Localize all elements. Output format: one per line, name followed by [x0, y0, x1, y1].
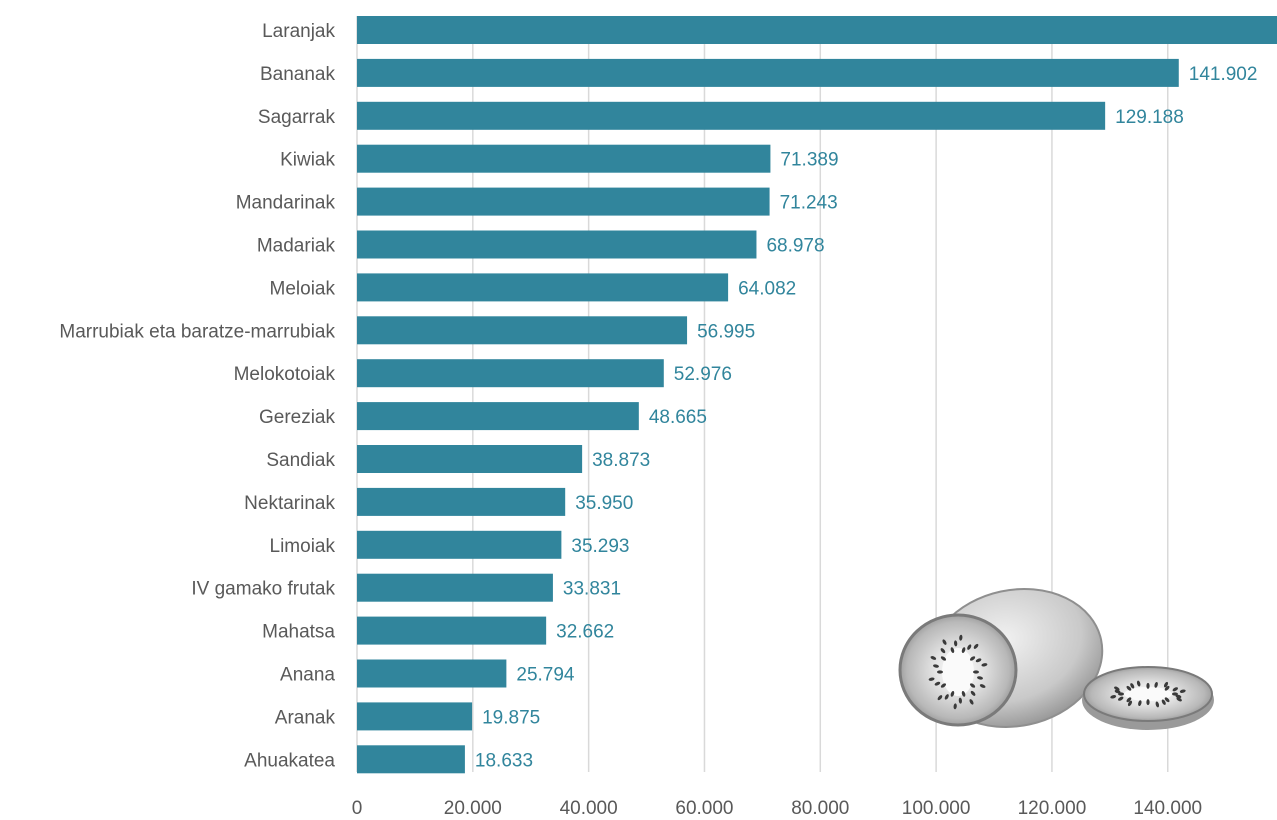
bar [357, 273, 729, 302]
data-label: 129.188 [1115, 107, 1184, 128]
data-label: 32.662 [556, 622, 614, 643]
bar [357, 16, 1277, 44]
bar [357, 187, 770, 216]
x-tick-label: 80.000 [791, 798, 849, 819]
x-axis-tick-labels: 0 20.000 40.000 60.000 80.000 100.000 120.000 1… [352, 798, 1202, 819]
data-label: 48.665 [649, 407, 707, 428]
kiwi-image [898, 588, 1214, 730]
category-label: Melokotoiak [234, 364, 336, 385]
category-label: Laranjak [262, 21, 335, 42]
x-tick-label: 100.000 [902, 798, 971, 819]
bar [357, 101, 1106, 130]
data-label: 35.293 [571, 536, 629, 557]
data-label: 71.389 [780, 150, 838, 171]
data-labels: 179.971141.902129.18871.38971.24368.9786… [475, 64, 1258, 771]
bar [357, 230, 757, 259]
data-label: 56.995 [697, 321, 755, 342]
category-label: Anana [280, 665, 335, 686]
x-tick-label: 140.000 [1133, 798, 1202, 819]
bar [357, 702, 473, 731]
data-label: 52.976 [674, 364, 732, 385]
category-label: Meloiak [270, 278, 336, 299]
category-label: Mandarinak [236, 193, 336, 214]
x-tick-label: 120.000 [1018, 798, 1087, 819]
data-label: 141.902 [1189, 64, 1258, 85]
data-label: 33.831 [563, 579, 621, 600]
data-label: 18.633 [475, 750, 533, 771]
bar [357, 402, 639, 431]
data-label: 19.875 [482, 707, 540, 728]
bar [357, 316, 688, 345]
bar [357, 659, 507, 688]
category-label: IV gamako frutak [191, 579, 335, 600]
category-label: Mahatsa [262, 622, 335, 643]
x-tick-label: 0 [352, 798, 363, 819]
category-label: Gereziak [259, 407, 336, 428]
bar [357, 445, 583, 473]
bar [357, 144, 771, 173]
data-label: 25.794 [516, 665, 575, 686]
gridlines [356, 16, 1169, 772]
bar [357, 573, 553, 602]
x-tick-label: 60.000 [675, 798, 733, 819]
category-label: Sandiak [266, 450, 335, 471]
category-label: Bananak [260, 64, 336, 85]
data-label: 68.978 [766, 236, 824, 257]
bar [357, 58, 1179, 87]
bar [357, 616, 547, 645]
bar [357, 530, 562, 559]
bar [357, 359, 664, 388]
category-labels: Laranjak Bananak Sagarrak Kiwiak Mandarinak M… [59, 21, 335, 771]
category-label: Ahuakatea [244, 750, 335, 771]
category-label: Kiwiak [280, 150, 335, 171]
x-tick-label: 40.000 [560, 798, 618, 819]
bars [357, 16, 1277, 774]
data-label: 35.950 [575, 493, 633, 514]
bar [357, 487, 566, 516]
category-label: Sagarrak [258, 107, 336, 128]
bar [357, 745, 465, 774]
category-label: Limoiak [270, 536, 336, 557]
category-label: Marrubiak eta baratze-marrubiak [59, 321, 335, 342]
category-label: Madariak [257, 236, 336, 257]
data-label: 38.873 [592, 450, 650, 471]
data-label: 64.082 [738, 278, 796, 299]
data-label: 71.243 [780, 193, 838, 214]
category-label: Aranak [275, 707, 336, 728]
x-tick-label: 20.000 [444, 798, 502, 819]
category-label: Nektarinak [244, 493, 335, 514]
